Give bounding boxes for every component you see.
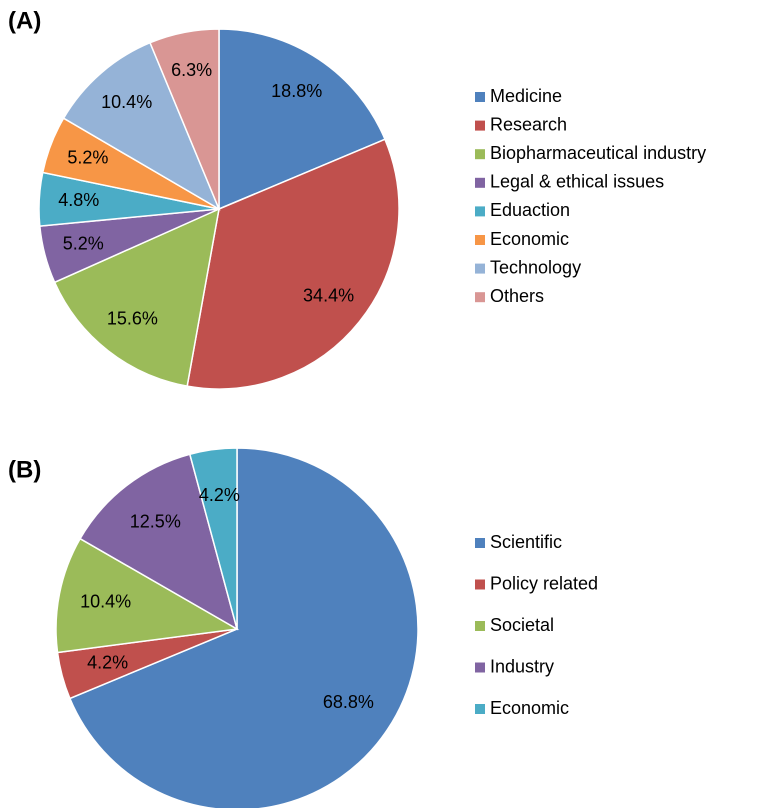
legend-swatch (475, 704, 485, 714)
legend-label: Legal & ethical issues (490, 172, 664, 192)
legend-label: Eduaction (490, 200, 570, 220)
pie-slice (79, 453, 239, 631)
legend-label: Industry (490, 656, 554, 676)
slice-label: 12.5% (130, 512, 181, 532)
legend-swatch (475, 263, 485, 274)
legend-swatch (475, 235, 485, 245)
slice-label: 4.2% (87, 652, 128, 672)
pie-slice (188, 447, 238, 630)
slice-label: 68.8% (323, 692, 374, 712)
slice-label: 18.8% (271, 81, 322, 101)
legend-swatch (475, 149, 485, 160)
legend-label: Others (490, 286, 544, 306)
slice-label: 4.8% (58, 190, 99, 210)
legend-label: Research (490, 114, 567, 134)
legend-swatch (475, 662, 485, 673)
legend-swatch (475, 292, 485, 303)
pie-slice (218, 28, 386, 211)
legend-label: Medicine (490, 86, 562, 106)
pie-slice (149, 28, 220, 210)
legend-swatch (475, 621, 485, 631)
pie-slice (55, 537, 240, 654)
slice-label: 5.2% (63, 233, 104, 253)
legend-swatch (475, 579, 485, 590)
legend-label: Biopharmaceutical industry (490, 143, 706, 163)
legend-label: Technology (490, 257, 581, 277)
slice-label: 6.3% (171, 60, 212, 80)
slice-label: 10.4% (101, 92, 152, 112)
legend-swatch (475, 206, 485, 217)
panel-label: (B) (8, 456, 41, 483)
legend-label: Economic (490, 229, 569, 249)
legend-swatch (475, 538, 485, 548)
legend-label: Scientific (490, 532, 562, 552)
legend-swatch (475, 92, 485, 102)
pie-slice (186, 138, 400, 390)
legend-label: Policy related (490, 573, 598, 593)
pie-slice (68, 447, 419, 808)
slice-label: 5.2% (67, 147, 108, 167)
pie-slice (53, 207, 220, 388)
panel-label: (A) (8, 7, 41, 34)
legend-label: Societal (490, 615, 554, 635)
slice-label: 15.6% (107, 308, 158, 328)
legend-swatch (475, 120, 485, 131)
legend-swatch (475, 177, 485, 188)
pie-slice (62, 41, 221, 211)
slice-label: 4.2% (199, 485, 240, 505)
legend-label: Economic (490, 698, 569, 718)
slice-label: 10.4% (80, 592, 131, 612)
slice-label: 34.4% (303, 286, 354, 306)
